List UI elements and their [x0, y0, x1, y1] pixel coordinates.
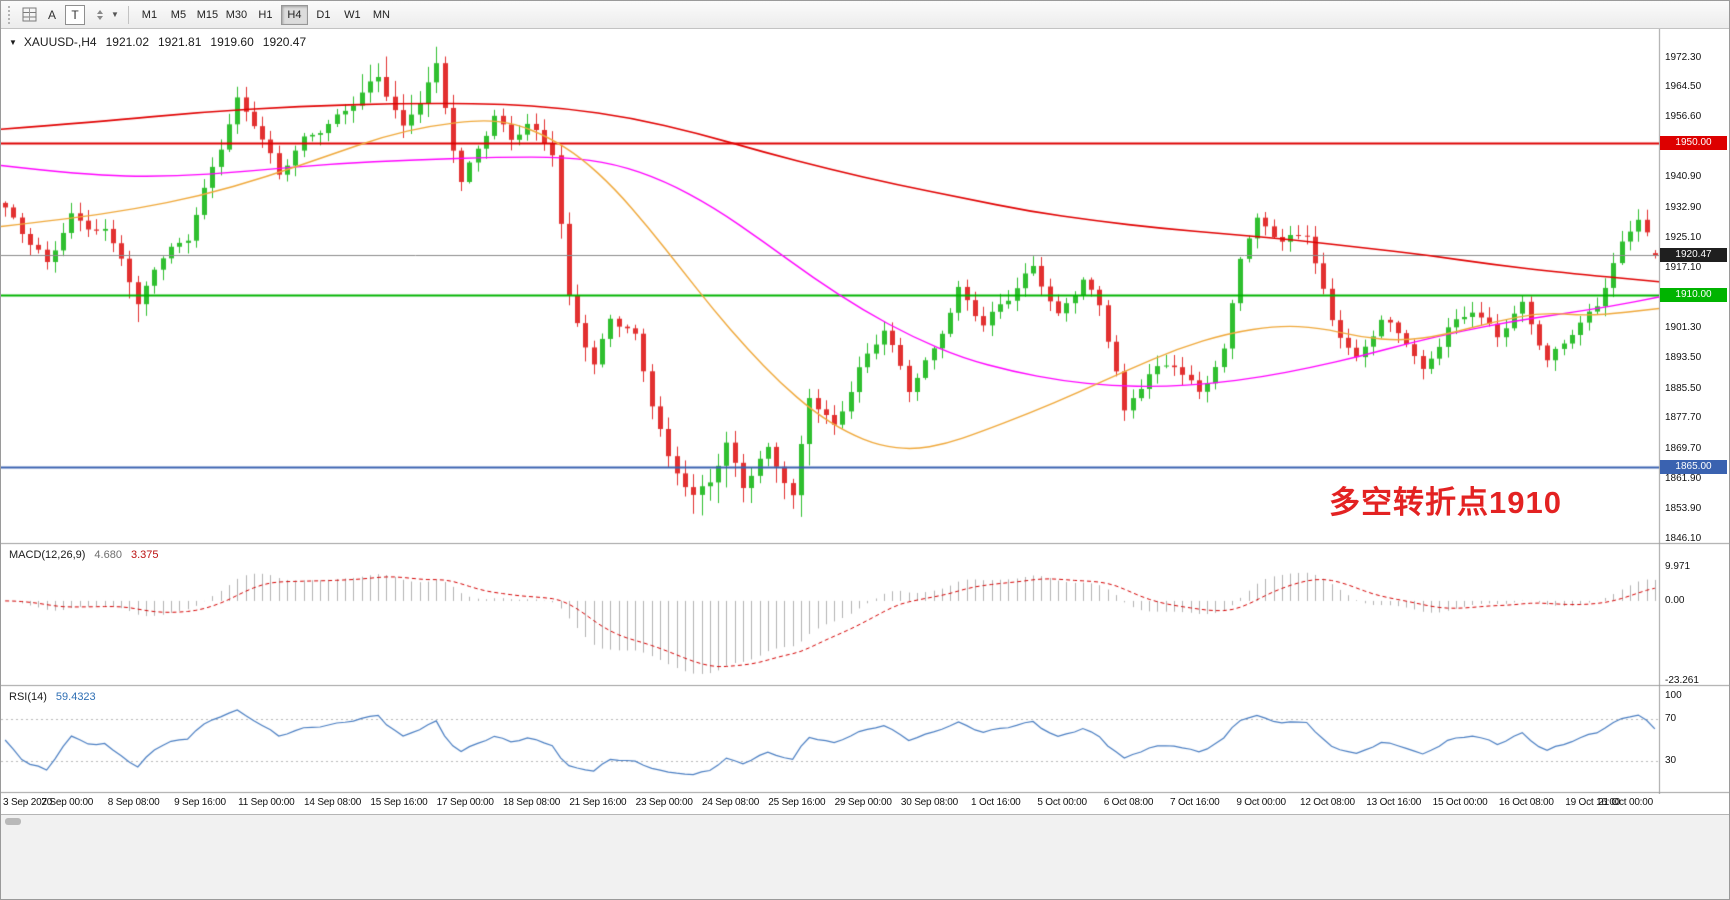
time-axis-label: 12 Oct 08:00: [1299, 797, 1355, 808]
arrows-tool-dropdown[interactable]: ▼: [88, 5, 121, 25]
time-axis-label: 9 Oct 00:00: [1236, 797, 1286, 808]
timeframe-button-m1[interactable]: M1: [136, 5, 163, 25]
timeframe-button-group: M1 M5 M15 M30 H1 H4 D1 W1 MN: [136, 4, 395, 25]
arrows-tool-icon: [90, 5, 110, 25]
time-axis-label: 14 Sep 08:00: [304, 797, 362, 808]
time-axis-label: 15 Oct 00:00: [1432, 797, 1488, 808]
time-axis-label: 11 Sep 00:00: [238, 797, 295, 808]
time-axis-label: 7 Sep 00:00: [41, 797, 94, 808]
time-axis-label: 23 Sep 00:00: [635, 797, 693, 808]
toolbar-drag-handle[interactable]: [8, 5, 13, 24]
time-axis-label: 5 Oct 00:00: [1037, 797, 1087, 808]
toolbar: A T ▼ M1 M5 M15 M30 H1 H4 D1 W1 MN: [1, 1, 1729, 29]
time-axis-label: 7 Oct 16:00: [1170, 797, 1220, 808]
timeframe-button-m30[interactable]: M30: [223, 5, 250, 25]
time-axis-label: 24 Sep 08:00: [701, 797, 760, 808]
time-axis-label: 18 Sep 08:00: [502, 797, 561, 808]
chart-canvas[interactable]: [1, 29, 1729, 794]
toolbar-separator: [127, 5, 129, 24]
text-tool-button[interactable]: A: [42, 5, 62, 25]
bottom-strip: [1, 814, 1729, 899]
time-axis-label: 16 Oct 08:00: [1498, 797, 1554, 808]
time-axis-label: 3 Sep 2020: [3, 797, 53, 808]
timeframe-button-mn[interactable]: MN: [368, 5, 395, 25]
time-axis-label: 29 Sep 00:00: [834, 797, 892, 808]
time-axis-label: 13 Oct 16:00: [1366, 797, 1422, 808]
time-axis-label: 17 Sep 00:00: [436, 797, 494, 808]
timeframe-button-d1[interactable]: D1: [310, 5, 337, 25]
chevron-down-icon: ▼: [111, 10, 119, 19]
time-axis-label: 9 Sep 16:00: [174, 797, 226, 808]
chart-grid-icon[interactable]: [19, 5, 39, 25]
label-tool-button[interactable]: T: [65, 4, 85, 25]
timeframe-button-h1[interactable]: H1: [252, 5, 279, 25]
timeframe-button-w1[interactable]: W1: [339, 5, 366, 25]
time-axis-label: 1 Oct 16:00: [971, 797, 1021, 808]
timeframe-button-m5[interactable]: M5: [165, 5, 192, 25]
timeframe-button-m15[interactable]: M15: [194, 5, 221, 25]
time-axis-label: 21 Oct 00:00: [1598, 797, 1653, 808]
time-axis-label: 25 Sep 16:00: [768, 797, 826, 808]
timeframe-button-h4[interactable]: H4: [280, 4, 308, 25]
time-axis-label: 19 Oct 16:00: [1565, 797, 1621, 808]
time-axis-label: 8 Sep 08:00: [107, 797, 160, 808]
time-axis-label: 30 Sep 08:00: [900, 797, 959, 808]
time-axis-label: 15 Sep 16:00: [370, 797, 428, 808]
time-axis-label: 6 Oct 08:00: [1103, 797, 1154, 808]
time-axis-label: 21 Sep 16:00: [569, 797, 627, 808]
horizontal-scrollbar-thumb[interactable]: [5, 818, 21, 825]
